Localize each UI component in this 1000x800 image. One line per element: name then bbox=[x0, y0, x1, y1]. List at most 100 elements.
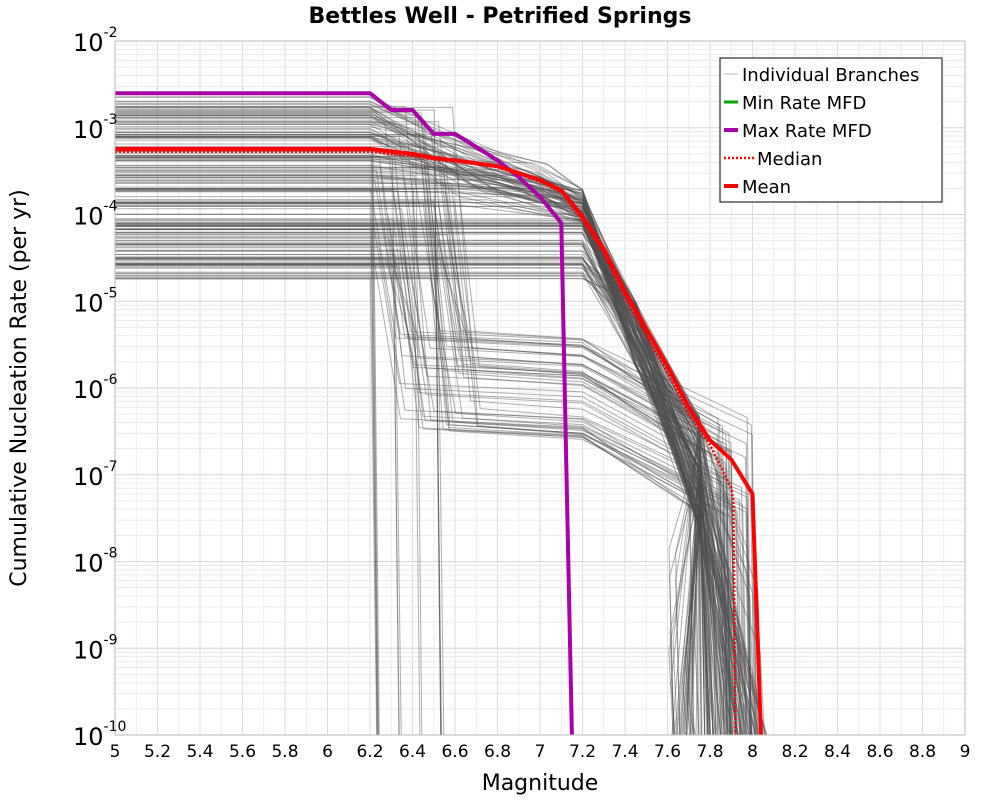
branch-line bbox=[115, 265, 731, 736]
branch-line bbox=[115, 229, 702, 736]
branch-line bbox=[115, 175, 752, 736]
x-tick-label: 6 bbox=[322, 742, 333, 762]
branch-line bbox=[115, 242, 700, 736]
legend: Individual Branches Min Rate MFD Max Rate … bbox=[719, 57, 943, 203]
branch-line bbox=[115, 123, 722, 736]
branch-line bbox=[115, 189, 737, 736]
branch-line bbox=[115, 179, 699, 736]
x-tick-label: 7 bbox=[535, 742, 546, 762]
branch-line bbox=[115, 122, 723, 736]
branch-line bbox=[115, 202, 709, 736]
branch-line bbox=[115, 222, 716, 736]
branch-line bbox=[115, 205, 744, 736]
branch-line bbox=[115, 113, 716, 736]
branch-line bbox=[115, 134, 751, 736]
branch-line bbox=[115, 199, 711, 736]
branch-line bbox=[115, 232, 700, 736]
branch-line bbox=[115, 160, 700, 736]
branch-line bbox=[115, 159, 711, 736]
branch-line bbox=[115, 105, 700, 736]
x-tick-label: 8.4 bbox=[824, 742, 851, 762]
branch-line bbox=[115, 191, 700, 736]
branch-line bbox=[115, 106, 751, 736]
branch-line bbox=[115, 114, 767, 736]
branch-line bbox=[115, 243, 753, 736]
x-tick-labels: 5 5.2 5.4 5.6 5.8 6 6.2 6.4 6.6 6.8 7 7.2 7.4 7.6 7.8 8… bbox=[110, 742, 971, 762]
x-tick-label: 8 bbox=[747, 742, 758, 762]
branch-line bbox=[115, 205, 700, 736]
branch-line bbox=[115, 196, 757, 736]
branch-line bbox=[115, 114, 719, 736]
branch-line bbox=[115, 188, 700, 736]
branch-line bbox=[115, 170, 759, 736]
legend-label: Median bbox=[757, 149, 822, 170]
branch-line bbox=[115, 201, 756, 736]
branch-line bbox=[115, 169, 700, 736]
chart-title: Bettles Well - Petrified Springs bbox=[309, 4, 692, 29]
branch-line bbox=[115, 156, 400, 736]
branch-line bbox=[115, 103, 744, 736]
branch-line bbox=[115, 123, 743, 736]
plot-frame bbox=[114, 40, 966, 736]
branches-layer bbox=[115, 96, 768, 736]
branch-line bbox=[115, 201, 744, 736]
branch-line bbox=[115, 220, 739, 736]
x-tick-label: 6.6 bbox=[441, 742, 468, 762]
branch-line bbox=[115, 228, 719, 736]
branch-line bbox=[115, 135, 715, 736]
branch-line bbox=[115, 234, 757, 736]
branch-line bbox=[115, 133, 755, 736]
branch-line bbox=[115, 243, 742, 736]
branch-line bbox=[115, 263, 743, 736]
y-tick-label: 10-6 bbox=[73, 372, 118, 404]
branch-line bbox=[115, 228, 379, 736]
y-tick-label: 10-10 bbox=[73, 719, 126, 751]
branch-line bbox=[115, 263, 700, 736]
branch-line bbox=[115, 204, 767, 736]
branch-line bbox=[115, 101, 757, 736]
branch-line bbox=[115, 131, 739, 736]
branch-line bbox=[115, 275, 700, 736]
branch-line bbox=[115, 267, 733, 736]
branch-line bbox=[115, 264, 750, 736]
branch-line bbox=[115, 225, 732, 736]
branch-line bbox=[115, 117, 728, 736]
x-tick-label: 6.2 bbox=[356, 742, 383, 762]
branch-line bbox=[115, 174, 703, 736]
branch-line bbox=[115, 150, 380, 736]
x-tick-label: 5.8 bbox=[271, 742, 298, 762]
grid-layer bbox=[114, 41, 966, 736]
x-tick-label: 8.6 bbox=[866, 742, 893, 762]
x-tick-label: 7.2 bbox=[569, 742, 596, 762]
branch-line bbox=[115, 182, 742, 736]
branch-line bbox=[115, 264, 695, 736]
branch-line bbox=[115, 121, 721, 736]
branch-line bbox=[115, 225, 738, 736]
legend-label: Min Rate MFD bbox=[742, 93, 866, 114]
x-tick-label: 5.4 bbox=[186, 742, 213, 762]
branch-line bbox=[115, 218, 709, 736]
x-tick-label: 7.8 bbox=[696, 742, 723, 762]
branch-line bbox=[115, 277, 745, 736]
x-tick-label: 6.8 bbox=[484, 742, 511, 762]
branch-line bbox=[115, 202, 706, 736]
branch-line bbox=[115, 167, 746, 736]
y-tick-label: 10-7 bbox=[73, 459, 118, 491]
branch-line bbox=[115, 188, 706, 736]
branch-line bbox=[115, 96, 703, 736]
branch-line bbox=[115, 164, 729, 736]
x-tick-label: 6.4 bbox=[399, 742, 426, 762]
branch-line bbox=[115, 260, 722, 736]
branch-line bbox=[115, 123, 711, 736]
x-tick-label: 7.4 bbox=[611, 742, 638, 762]
y-tick-label: 10-5 bbox=[73, 285, 118, 317]
branch-line bbox=[115, 224, 750, 736]
branch-line bbox=[115, 231, 729, 736]
branch-line bbox=[115, 136, 700, 736]
branch-line bbox=[115, 155, 747, 736]
branch-line bbox=[115, 225, 700, 736]
branch-line bbox=[115, 139, 706, 736]
branch-line bbox=[115, 135, 717, 736]
branch-line bbox=[115, 119, 718, 736]
branch-line bbox=[115, 137, 700, 736]
